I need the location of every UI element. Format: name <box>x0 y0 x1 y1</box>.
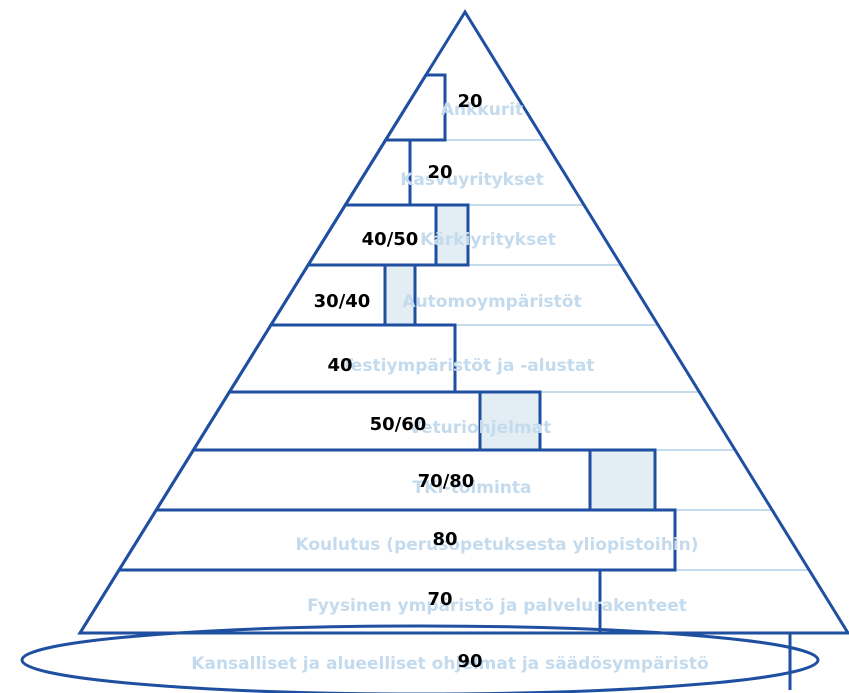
pyramid-outline <box>77 9 849 635</box>
layer-value: 40 <box>327 355 352 376</box>
shaded-box <box>383 263 417 327</box>
shaded-box <box>434 203 470 267</box>
layer-value: 40/50 <box>362 229 419 250</box>
layer-label: Automoympäristöt <box>402 292 581 312</box>
layer-value: 80 <box>432 529 457 550</box>
base-ellipse <box>20 624 820 693</box>
layer-value: 20 <box>427 162 452 183</box>
layer-label: Kasvuyritykset <box>400 170 544 190</box>
layer-value: 30/40 <box>314 291 371 312</box>
layer-label: Testiympäristöt ja -alustat <box>341 356 594 376</box>
shaded-box <box>588 448 657 512</box>
layer-label: Koulutus (perusopetuksesta yliopistoihin… <box>295 535 698 555</box>
layer-value: 70 <box>427 589 452 610</box>
layer-label: Kärkiyritykset <box>420 230 556 250</box>
layer-value: 20 <box>457 91 482 112</box>
layer-box <box>382 73 447 142</box>
layer-label: Ankkurit <box>441 100 523 120</box>
layer-label: Kansalliset ja alueelliset ohjelmat ja s… <box>191 654 708 674</box>
layer-label: Fyysinen ympäristö ja palvelurakenteet <box>307 596 687 616</box>
layer-value: 50/60 <box>370 414 427 435</box>
layer-label: TKI-toiminta <box>412 478 531 498</box>
layer-value: 70/80 <box>418 471 475 492</box>
layer-value: 90 <box>457 651 482 672</box>
layer-label: Veturiohjelmat <box>409 418 551 438</box>
